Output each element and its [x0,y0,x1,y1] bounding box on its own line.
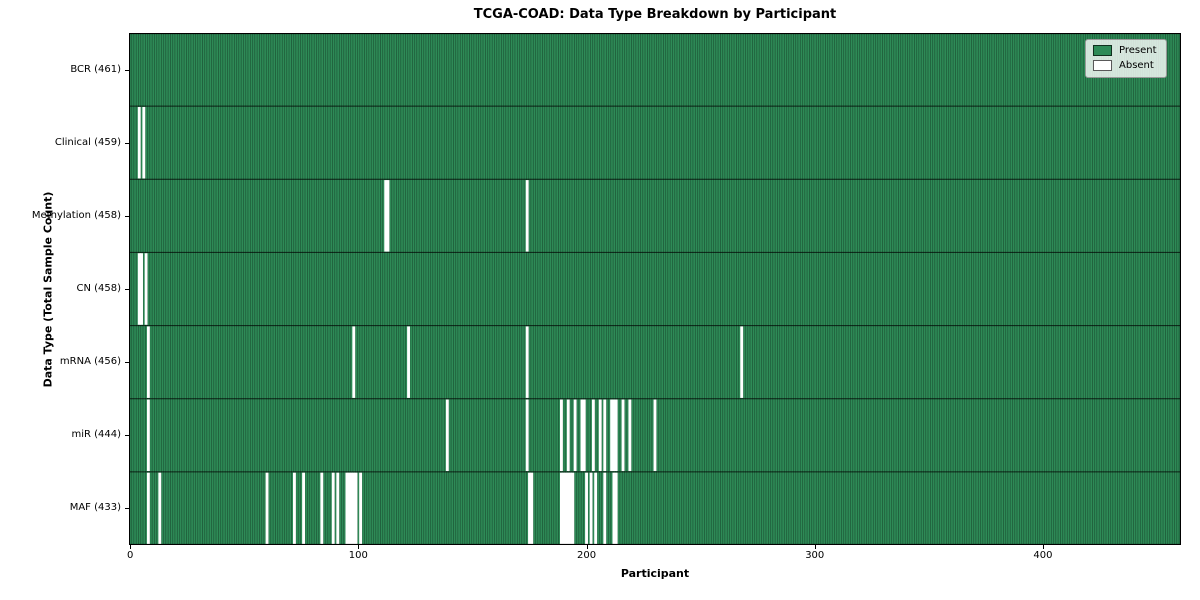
absent-cell [140,253,143,325]
absent-cell [137,253,141,325]
y-tick-label: MAF (433) [69,502,121,514]
absent-cell [573,399,577,472]
x-tick-mark [1042,545,1044,549]
absent-cell [612,399,616,472]
absent-cell [445,399,449,472]
absent-cell [614,472,618,545]
absent-cell [589,472,593,545]
x-tick-label: 200 [576,550,597,561]
absent-swatch-icon [1093,60,1112,71]
x-tick-mark [814,545,816,549]
absent-cell [407,326,410,398]
absent-cell [559,399,563,472]
present-swatch-icon [1093,45,1112,56]
absent-cell [564,472,568,545]
legend: Present Absent [1085,39,1167,78]
absent-cell [146,472,150,545]
absent-cell [603,399,607,472]
absent-cell [591,399,595,472]
y-tick-label: Clinical (459) [54,136,121,148]
legend-label-present: Present [1119,45,1157,56]
legend-item-present: Present [1093,45,1157,56]
chart-title: TCGA-COAD: Data Type Breakdown by Partic… [473,7,837,22]
absent-cell [562,472,566,545]
absent-cell [345,472,349,545]
absent-cell [628,399,632,472]
legend-item-absent: Absent [1093,60,1157,71]
y-tick-label: CN (458) [76,283,121,294]
absent-cell [293,472,296,545]
absent-cell [585,472,588,545]
absent-cell [653,399,657,472]
absent-cell [525,399,529,472]
x-tick-mark [358,545,360,549]
y-tick-mark [125,289,129,290]
x-axis-label: Participant [620,567,690,580]
absent-cell [352,472,356,545]
absent-cell [525,326,529,398]
absent-cell [142,106,146,179]
absent-cell [528,472,531,545]
absent-cell [144,253,148,325]
absent-cell [530,472,534,545]
y-tick-mark [125,508,129,510]
absent-cell [352,326,356,398]
absent-cell [359,472,363,545]
absent-cell [612,472,616,545]
x-tick-label: 400 [1033,550,1053,561]
x-tick-label: 100 [348,550,368,561]
y-tick-label: BCR (461) [70,63,121,75]
absent-cell [621,399,625,472]
absent-cell [603,472,607,545]
absent-cell [566,472,570,545]
y-tick-mark [125,142,129,144]
absent-cell [265,472,269,545]
absent-cell [582,399,586,472]
x-tick-mark [130,545,132,549]
absent-cell [740,326,744,398]
legend-label-absent: Absent [1119,60,1154,71]
y-tick-mark [125,69,129,71]
absent-cell [614,399,618,472]
absent-cell [571,472,575,545]
absent-cell [336,472,340,545]
absent-cell [137,106,141,179]
absent-cell [525,180,529,252]
absent-cell [354,472,358,545]
absent-cell [158,472,162,545]
absent-cell [594,472,598,545]
absent-cell [559,472,563,545]
plot-area [129,33,1181,545]
y-tick-label: mRNA (456) [59,356,121,368]
absent-cell [569,472,573,545]
x-tick-mark [586,545,588,549]
absent-cell [331,472,335,545]
absent-cell [610,399,614,472]
absent-cell [598,399,602,472]
y-tick-label: miR (444) [71,429,121,441]
absent-cell [350,472,353,545]
absent-cell [320,472,324,545]
y-tick-mark [125,362,129,364]
absent-cell [566,399,570,472]
absent-cell [386,180,390,252]
x-tick-label: 0 [126,550,134,561]
absent-cell [302,472,306,545]
y-tick-mark [125,435,129,437]
absent-cell [580,399,584,472]
absent-cell [347,472,351,545]
y-tick-label: Methylation (458) [31,209,121,221]
absent-cell [146,399,150,472]
absent-cell [146,326,150,398]
absent-cell [384,180,388,252]
x-tick-label: 300 [805,550,825,561]
y-tick-mark [125,215,129,217]
